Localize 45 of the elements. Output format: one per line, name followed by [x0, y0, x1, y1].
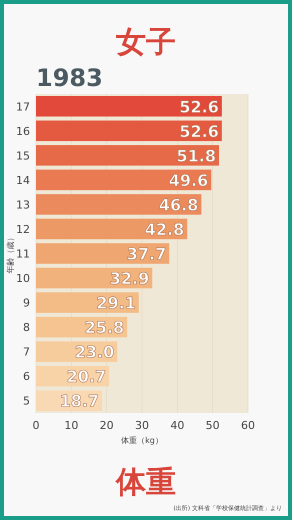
bar: [36, 243, 170, 264]
bar: [36, 96, 222, 117]
data-label: 20.7: [66, 367, 106, 386]
y-tick-label: 7: [23, 346, 30, 359]
bar: [36, 120, 222, 142]
bar: [36, 170, 212, 190]
y-tick-label: 13: [16, 198, 30, 212]
y-tick-label: 15: [16, 149, 30, 162]
data-label: 37.7: [126, 244, 166, 264]
y-tick-label: 6: [23, 370, 30, 384]
bar: [36, 218, 188, 240]
y-tick-label: 9: [23, 296, 30, 310]
y-tick-label: 8: [23, 321, 30, 334]
x-tick-label: 40: [170, 419, 184, 432]
y-tick-label: 10: [16, 272, 30, 286]
y-tick-label: 11: [16, 248, 30, 260]
y-tick-label: 12: [16, 222, 30, 236]
data-label: 25.8: [84, 318, 124, 338]
y-tick-label: 16: [16, 124, 30, 138]
x-tick-label: 50: [206, 419, 220, 432]
data-label: 52.6: [179, 97, 219, 116]
data-label: 49.6: [168, 170, 208, 190]
y-tick-label: 5: [23, 394, 30, 408]
x-tick-label: 10: [64, 419, 78, 432]
bar: [36, 145, 220, 166]
bar: [36, 194, 202, 215]
data-label: 52.6: [179, 122, 219, 141]
data-label: 32.9: [110, 269, 150, 288]
x-axis-title: 体重（kg）: [121, 436, 163, 445]
x-tick-label: 0: [32, 419, 40, 432]
y-tick-label: 14: [16, 174, 30, 187]
data-label: 51.8: [176, 146, 216, 166]
x-tick-label: 30: [135, 419, 149, 432]
y-tick-label: 17: [16, 100, 30, 114]
x-tick-label: 20: [100, 419, 114, 432]
text: 体重: [115, 465, 176, 500]
data-label: 46.8: [158, 195, 198, 214]
data-label: 42.8: [144, 220, 184, 239]
y-axis-title: 年齢（歳）: [6, 234, 15, 274]
data-label: 23.0: [74, 342, 114, 362]
data-label: 18.7: [60, 392, 100, 411]
data-label: 29.1: [96, 294, 136, 313]
chart-subtitle: 1983: [36, 64, 103, 92]
x-tick-label: 60: [241, 419, 255, 432]
chart-title: 女子: [115, 25, 176, 60]
